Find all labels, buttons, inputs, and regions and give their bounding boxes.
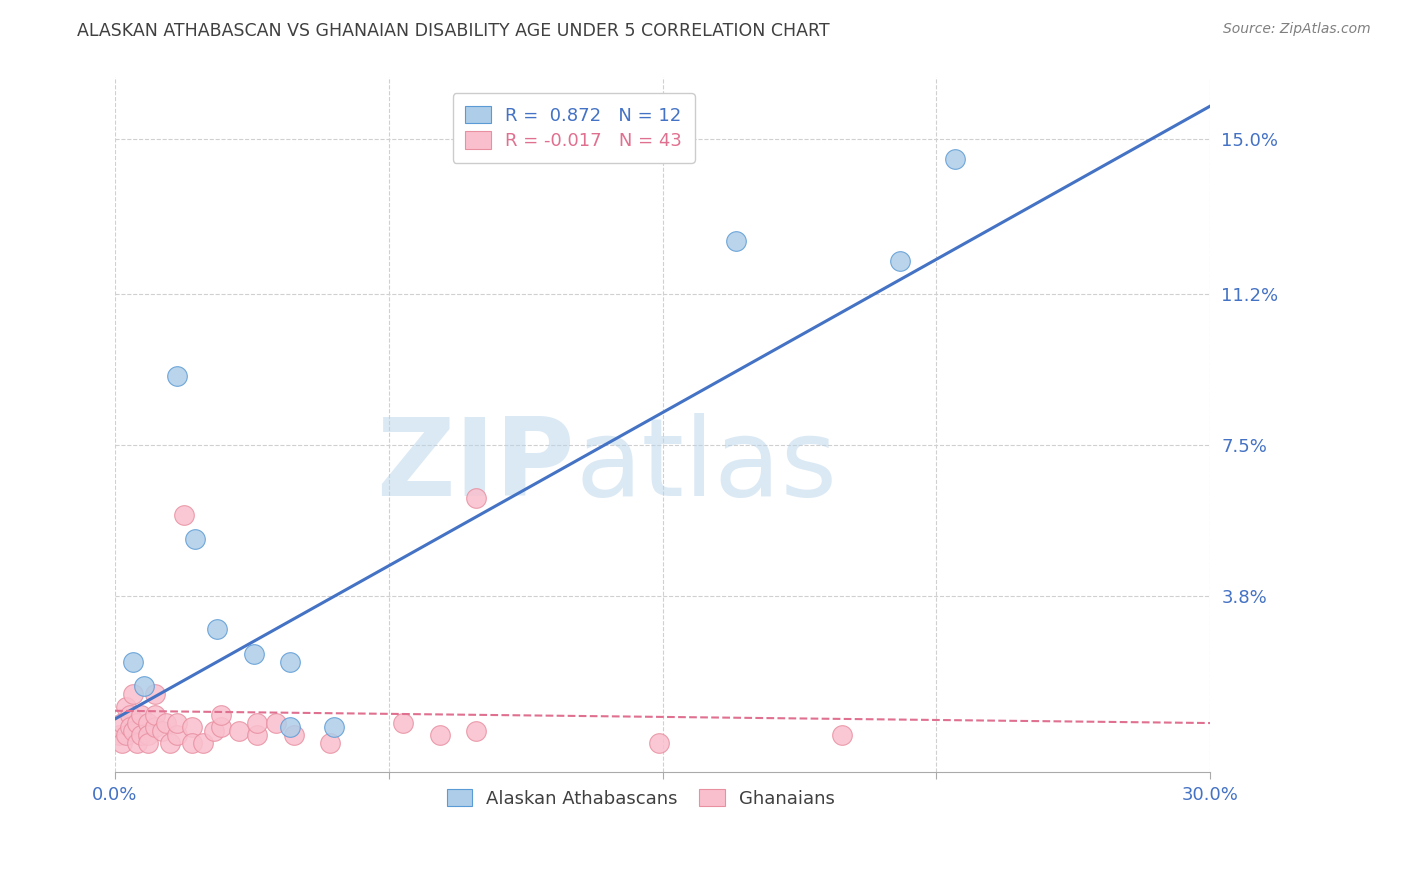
Point bbox=[118, 720, 141, 734]
Text: Source: ZipAtlas.com: Source: ZipAtlas.com bbox=[1223, 22, 1371, 37]
Legend: Alaskan Athabascans, Ghanaians: Alaskan Athabascans, Ghanaians bbox=[439, 782, 842, 815]
Point bbox=[107, 728, 129, 742]
Point bbox=[246, 728, 269, 742]
Point bbox=[122, 688, 145, 702]
Point bbox=[134, 679, 156, 693]
Point bbox=[136, 716, 159, 731]
Point bbox=[166, 368, 188, 383]
Point bbox=[724, 234, 747, 248]
Point bbox=[246, 716, 269, 731]
Point bbox=[115, 728, 138, 742]
Point bbox=[122, 655, 145, 669]
Point bbox=[115, 699, 138, 714]
Point bbox=[111, 736, 134, 750]
Point bbox=[180, 720, 202, 734]
Point bbox=[648, 736, 671, 750]
Point bbox=[889, 254, 911, 268]
Point bbox=[465, 491, 488, 506]
Point bbox=[122, 724, 145, 739]
Point bbox=[111, 716, 134, 731]
Point bbox=[943, 152, 966, 166]
Point bbox=[136, 736, 159, 750]
Point bbox=[264, 716, 287, 731]
Point bbox=[831, 728, 853, 742]
Point bbox=[202, 724, 225, 739]
Point bbox=[143, 720, 166, 734]
Point bbox=[429, 728, 451, 742]
Point bbox=[278, 720, 301, 734]
Point bbox=[209, 720, 232, 734]
Point bbox=[129, 728, 152, 742]
Point bbox=[283, 728, 305, 742]
Point bbox=[166, 728, 188, 742]
Text: atlas: atlas bbox=[575, 413, 837, 519]
Point bbox=[180, 736, 202, 750]
Point bbox=[129, 707, 152, 722]
Point bbox=[319, 736, 342, 750]
Point bbox=[207, 622, 229, 636]
Point bbox=[136, 728, 159, 742]
Point bbox=[465, 724, 488, 739]
Point bbox=[173, 508, 195, 522]
Point bbox=[125, 716, 148, 731]
Text: ZIP: ZIP bbox=[377, 413, 575, 519]
Point bbox=[184, 532, 207, 546]
Point bbox=[242, 647, 264, 661]
Point bbox=[209, 707, 232, 722]
Point bbox=[159, 736, 181, 750]
Point bbox=[323, 720, 346, 734]
Point bbox=[278, 655, 301, 669]
Point bbox=[143, 707, 166, 722]
Point bbox=[191, 736, 214, 750]
Point bbox=[143, 688, 166, 702]
Point bbox=[125, 736, 148, 750]
Point bbox=[392, 716, 415, 731]
Point bbox=[228, 724, 250, 739]
Point bbox=[118, 707, 141, 722]
Point bbox=[155, 716, 177, 731]
Text: ALASKAN ATHABASCAN VS GHANAIAN DISABILITY AGE UNDER 5 CORRELATION CHART: ALASKAN ATHABASCAN VS GHANAIAN DISABILIT… bbox=[77, 22, 830, 40]
Point bbox=[152, 724, 174, 739]
Point bbox=[166, 716, 188, 731]
